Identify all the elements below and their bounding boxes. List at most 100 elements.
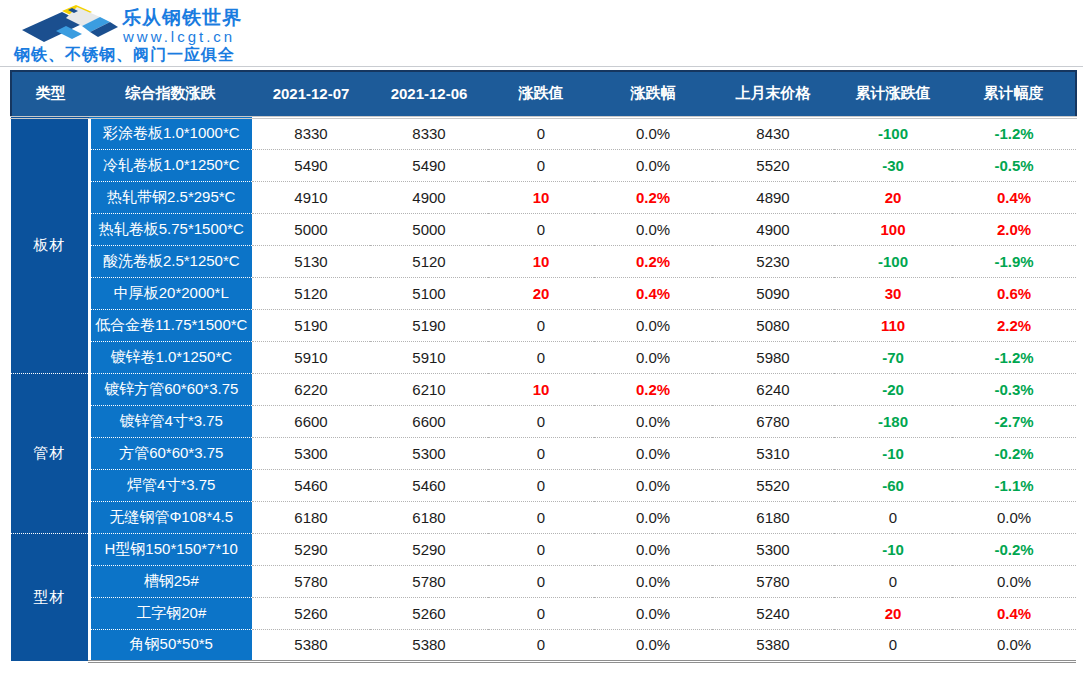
product-name-cell: 角钢50*50*5 — [89, 629, 252, 661]
value-cell: 0 — [488, 213, 594, 245]
value-cell: 5260 — [252, 597, 370, 629]
column-header-3: 2021-12-06 — [370, 71, 488, 117]
value-cell: 0.0% — [952, 501, 1076, 533]
table-row: 中厚板20*2000*L51205100200.4%5090300.6% — [11, 277, 1076, 309]
value-cell: 0 — [488, 565, 594, 597]
product-name-cell: 热轧带钢2.5*295*C — [89, 181, 252, 213]
value-cell: 0.2% — [594, 245, 712, 277]
category-cell: 管材 — [11, 373, 89, 533]
column-header-1: 综合指数涨跌 — [89, 71, 252, 117]
value-cell: 0.0% — [594, 565, 712, 597]
value-cell: 100 — [834, 213, 952, 245]
table-row: 热轧卷板5.75*1500*C5000500000.0%49001002.0% — [11, 213, 1076, 245]
value-cell: 5780 — [370, 565, 488, 597]
table-row: 无缝钢管Φ108*4.56180618000.0%618000.0% — [11, 501, 1076, 533]
product-name-cell: 热轧卷板5.75*1500*C — [89, 213, 252, 245]
product-name-cell: 方管60*60*3.75 — [89, 437, 252, 469]
value-cell: 0 — [834, 501, 952, 533]
value-cell: 5100 — [370, 277, 488, 309]
value-cell: 0.0% — [594, 117, 712, 149]
value-cell: -70 — [834, 341, 952, 373]
brand-header[interactable]: 乐从钢铁世界 www.lcgt.cn 钢铁、不锈钢、阀门一应俱全 — [0, 0, 1083, 67]
table-row: 焊管4寸*3.755460546000.0%5520-60-1.1% — [11, 469, 1076, 501]
table-row: 板材彩涂卷板1.0*1000*C8330833000.0%8430-100-1.… — [11, 117, 1076, 149]
value-cell: 5120 — [370, 245, 488, 277]
table-row: 冷轧卷板1.0*1250*C5490549000.0%5520-30-0.5% — [11, 149, 1076, 181]
value-cell: 5290 — [252, 533, 370, 565]
value-cell: 5910 — [252, 341, 370, 373]
brand-url[interactable]: www.lcgt.cn — [123, 28, 235, 45]
value-cell: 5080 — [712, 309, 834, 341]
value-cell: 5000 — [252, 213, 370, 245]
value-cell: 0 — [488, 341, 594, 373]
value-cell: 0 — [834, 629, 952, 661]
value-cell: 0.4% — [952, 597, 1076, 629]
value-cell: 4910 — [252, 181, 370, 213]
value-cell: 0 — [488, 117, 594, 149]
table-row: 低合金卷11.75*1500*C5190519000.0%50801102.2% — [11, 309, 1076, 341]
value-cell: -2.7% — [952, 405, 1076, 437]
value-cell: -0.2% — [952, 533, 1076, 565]
value-cell: 10 — [488, 181, 594, 213]
value-cell: 5780 — [712, 565, 834, 597]
header-divider — [0, 66, 1083, 67]
value-cell: -100 — [834, 245, 952, 277]
brand-tagline: 钢铁、不锈钢、阀门一应俱全 — [14, 45, 235, 66]
value-cell: 0.0% — [594, 341, 712, 373]
value-cell: -1.9% — [952, 245, 1076, 277]
value-cell: 8430 — [712, 117, 834, 149]
value-cell: -10 — [834, 533, 952, 565]
value-cell: 4900 — [712, 213, 834, 245]
column-header-0: 类型 — [11, 71, 89, 117]
value-cell: 20 — [834, 597, 952, 629]
brand-logo-icon — [22, 4, 118, 48]
value-cell: 5290 — [370, 533, 488, 565]
value-cell: 5000 — [370, 213, 488, 245]
category-cell: 板材 — [11, 117, 89, 373]
product-name-cell: 工字钢20# — [89, 597, 252, 629]
value-cell: 5130 — [252, 245, 370, 277]
value-cell: 0.0% — [594, 309, 712, 341]
table-row: 镀锌卷1.0*1250*C5910591000.0%5980-70-1.2% — [11, 341, 1076, 373]
value-cell: -0.3% — [952, 373, 1076, 405]
value-cell: 0.0% — [594, 405, 712, 437]
value-cell: 0 — [488, 405, 594, 437]
value-cell: 6600 — [252, 405, 370, 437]
column-header-7: 累计涨跌值 — [834, 71, 952, 117]
value-cell: 0.2% — [594, 181, 712, 213]
product-name-cell: H型钢150*150*7*10 — [89, 533, 252, 565]
table-row: 热轧带钢2.5*295*C49104900100.2%4890200.4% — [11, 181, 1076, 213]
value-cell: 5460 — [252, 469, 370, 501]
value-cell: -1.2% — [952, 341, 1076, 373]
value-cell: -30 — [834, 149, 952, 181]
price-table: 类型综合指数涨跌2021-12-072021-12-06涨跌值涨跌幅上月末价格累… — [10, 70, 1077, 663]
value-cell: 5300 — [252, 437, 370, 469]
value-cell: 5300 — [370, 437, 488, 469]
value-cell: 0.0% — [594, 149, 712, 181]
value-cell: 0 — [488, 437, 594, 469]
column-header-4: 涨跌值 — [488, 71, 594, 117]
table-row: 镀锌管4寸*3.756600660000.0%6780-180-2.7% — [11, 405, 1076, 437]
value-cell: 5310 — [712, 437, 834, 469]
value-cell: 0.0% — [594, 597, 712, 629]
value-cell: 0.0% — [594, 629, 712, 661]
value-cell: 5120 — [252, 277, 370, 309]
value-cell: 0.4% — [952, 181, 1076, 213]
value-cell: 5910 — [370, 341, 488, 373]
value-cell: 5520 — [712, 149, 834, 181]
value-cell: 6180 — [252, 501, 370, 533]
value-cell: 5380 — [370, 629, 488, 661]
value-cell: 10 — [488, 373, 594, 405]
value-cell: -1.2% — [952, 117, 1076, 149]
category-cell: 型材 — [11, 533, 89, 661]
value-cell: 5090 — [712, 277, 834, 309]
value-cell: 0 — [488, 469, 594, 501]
value-cell: 0.0% — [952, 629, 1076, 661]
column-header-8: 累计幅度 — [952, 71, 1076, 117]
value-cell: 6220 — [252, 373, 370, 405]
value-cell: 0.0% — [952, 565, 1076, 597]
value-cell: 5780 — [252, 565, 370, 597]
column-header-2: 2021-12-07 — [252, 71, 370, 117]
product-name-cell: 镀锌方管60*60*3.75 — [89, 373, 252, 405]
value-cell: -0.5% — [952, 149, 1076, 181]
